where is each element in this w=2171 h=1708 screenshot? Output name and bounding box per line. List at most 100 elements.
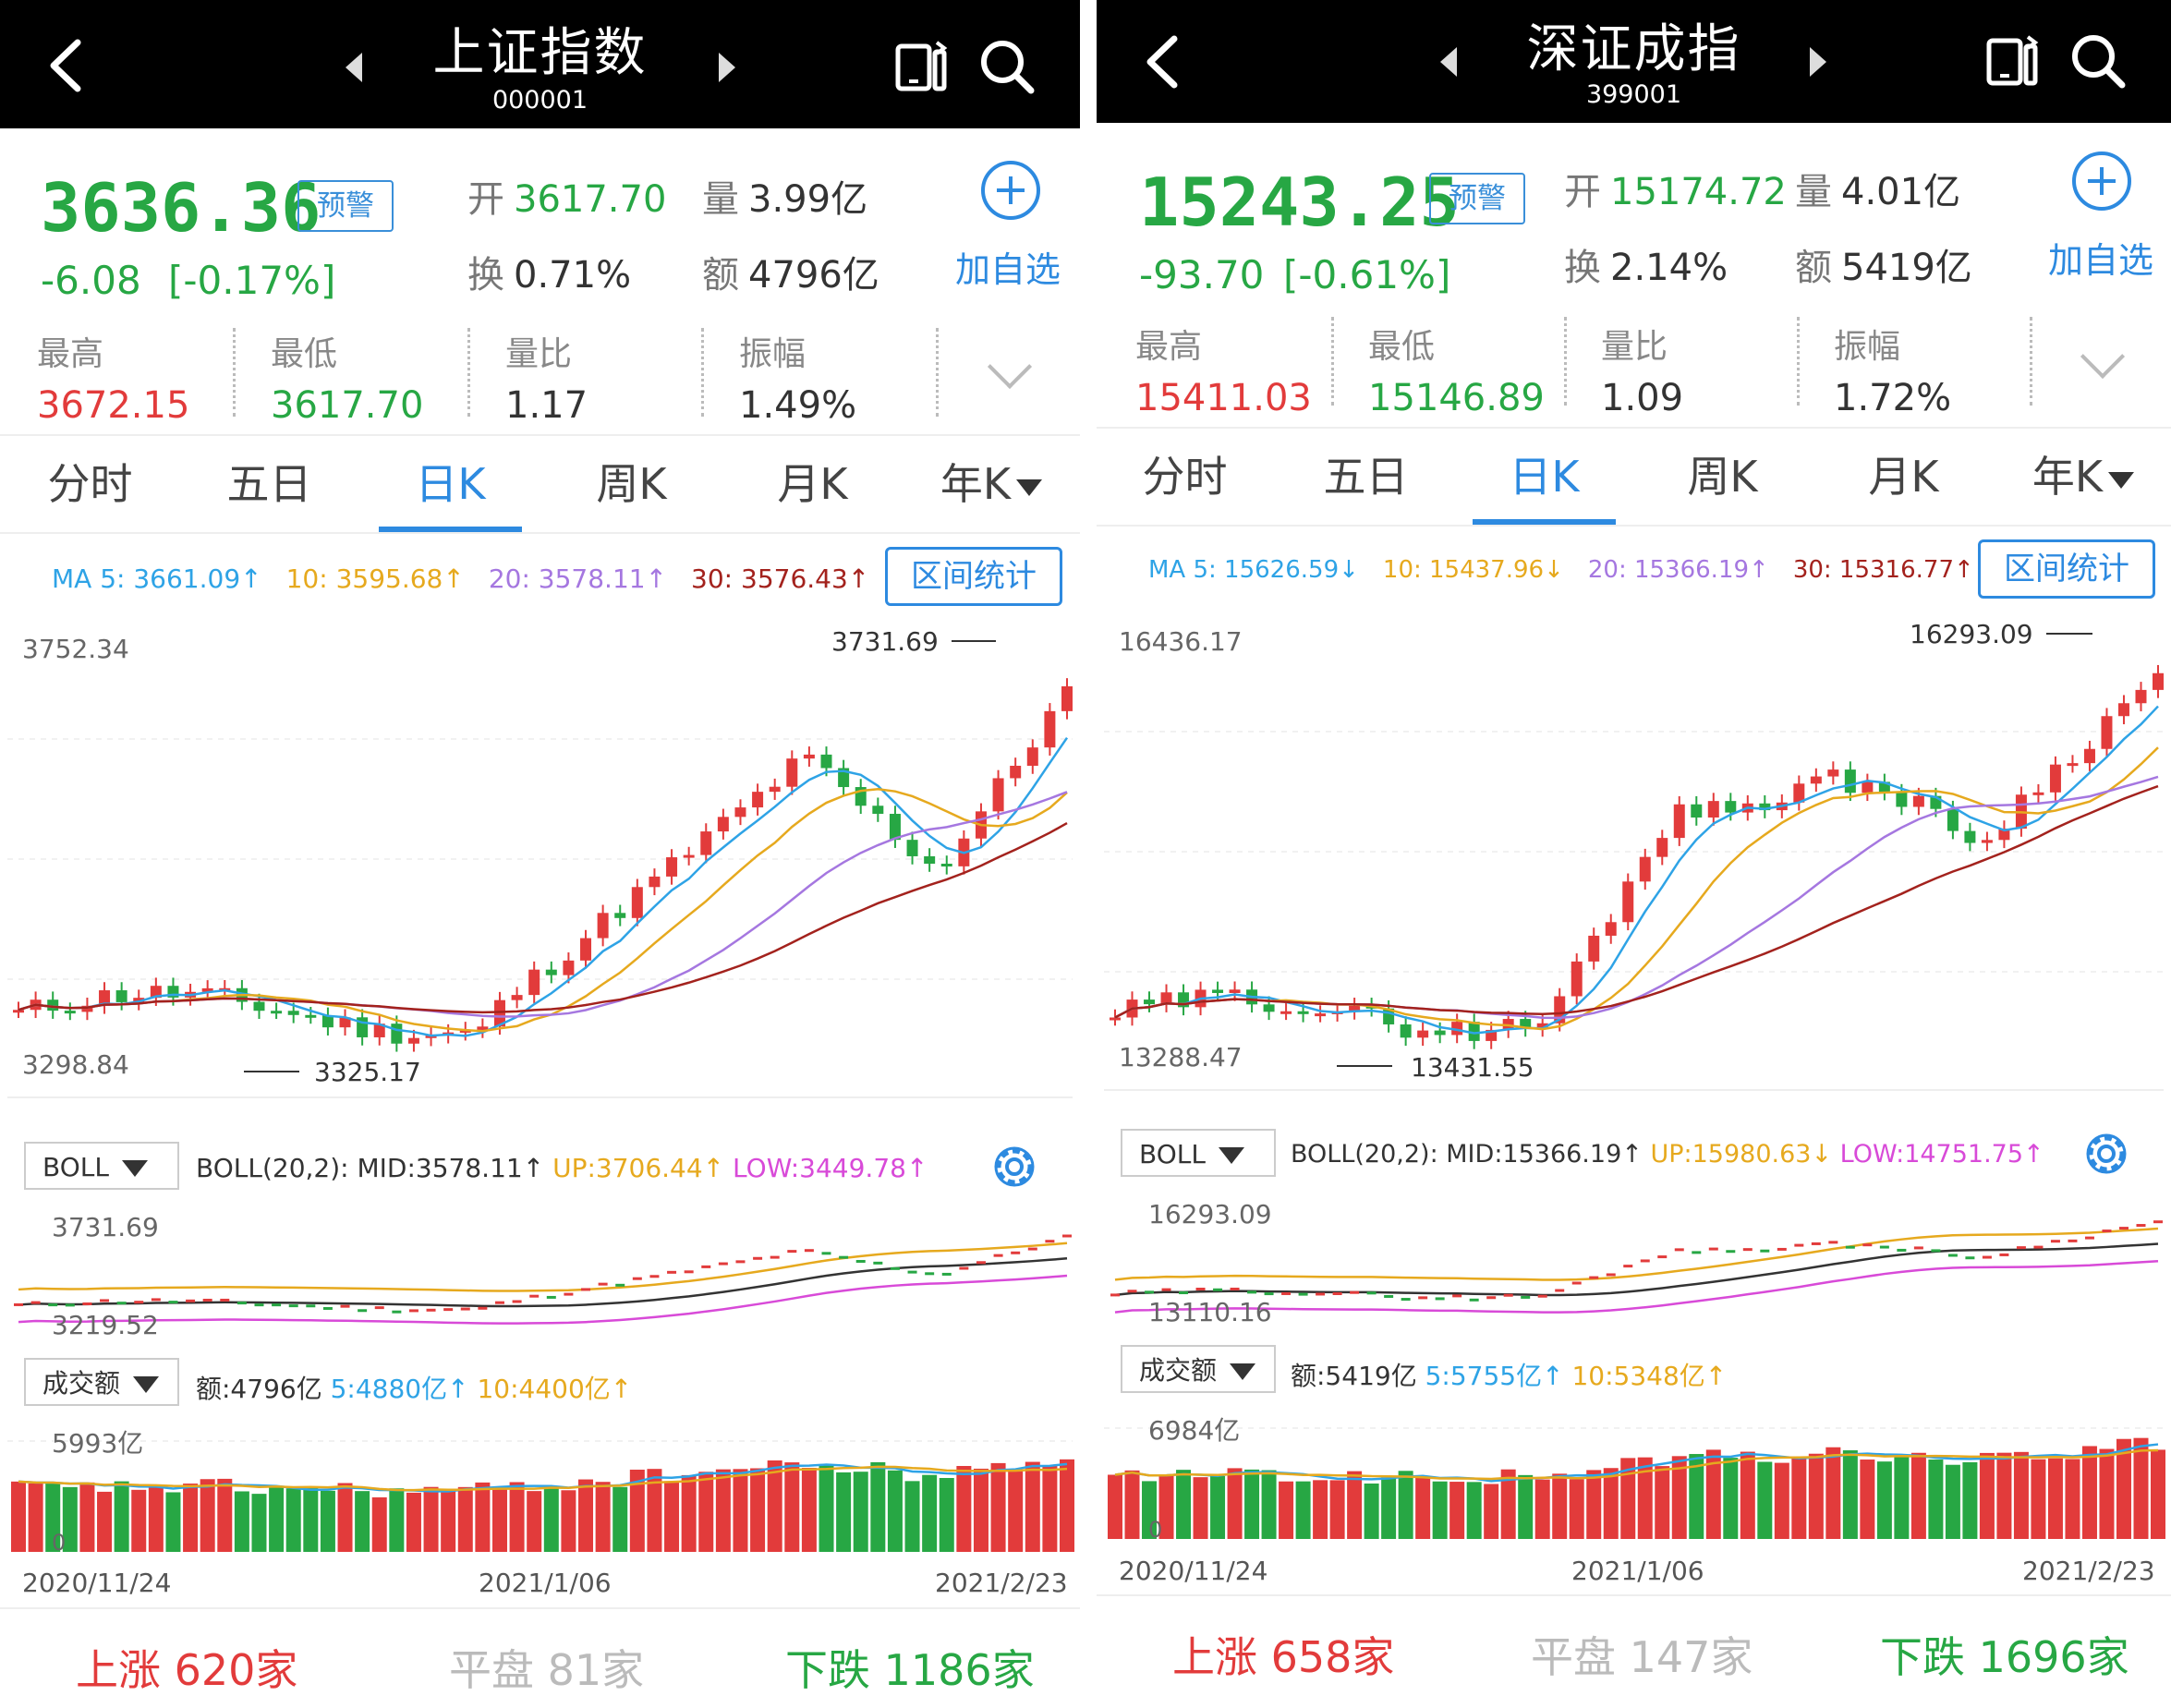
tab-monthly-k[interactable]: 月K: [777, 459, 848, 509]
amount-axis-zero: 0: [1148, 1517, 1162, 1543]
settings-gear-icon[interactable]: [988, 1140, 1041, 1193]
amount-bar: [234, 1491, 249, 1552]
previous-index-icon[interactable]: [1440, 47, 1457, 77]
amount-bar: [1603, 1468, 1619, 1539]
dropdown-caret-icon: [1016, 478, 1043, 496]
candle-body: [2083, 748, 2095, 764]
range-stats-button[interactable]: 区间统计: [1978, 539, 2155, 599]
amount-bar: [1025, 1461, 1040, 1552]
tab-five-day[interactable]: 五日: [1323, 452, 1409, 502]
candle-body: [1622, 881, 1634, 923]
price-alert-button[interactable]: 预警: [1429, 173, 1525, 224]
amount-bar: [320, 1490, 335, 1552]
amount-bar: [131, 1489, 147, 1552]
amount-bar: [1108, 1474, 1122, 1539]
amount-bar: [939, 1477, 954, 1552]
price-alert-button[interactable]: 预警: [297, 180, 394, 232]
amount-bar: [1945, 1464, 1960, 1539]
add-watchlist-icon[interactable]: [981, 161, 1040, 220]
candle-body: [1315, 1013, 1327, 1017]
candle-body: [1998, 829, 2010, 841]
amount-bar: [681, 1474, 697, 1552]
amount-bar: [303, 1487, 319, 1552]
amount-bar: [1723, 1458, 1739, 1539]
candle-body: [683, 854, 695, 858]
decliners-count: 下跌 1696家: [1880, 1632, 2129, 1682]
search-icon[interactable]: [977, 37, 1037, 96]
candlestick-chart[interactable]: 16436.17 13288.47 16293.09 13431.55: [1097, 612, 2171, 1092]
tab-yearly-k[interactable]: 年K: [922, 436, 1061, 532]
add-watchlist-label[interactable]: 加自选: [2048, 240, 2154, 281]
amount-bar: [475, 1482, 491, 1552]
ma-line: [1114, 775, 2159, 1020]
date-axis-mid: 2021/1/06: [479, 1568, 612, 1598]
indicator-select-boll[interactable]: BOLL: [24, 1142, 179, 1190]
top-bar: 上证指数 000001: [0, 0, 1080, 128]
candle-body: [992, 778, 1004, 812]
amount-bar: [217, 1478, 233, 1552]
candle-body: [2067, 763, 2079, 767]
expand-chevron-icon[interactable]: [2080, 333, 2126, 380]
amount-bar: [148, 1487, 164, 1552]
amount-bar: [1279, 1481, 1294, 1539]
date-axis-start: 2020/11/24: [22, 1568, 172, 1598]
indicator-select-amount[interactable]: 成交额: [24, 1358, 179, 1406]
turnover-stat: 换 2.14%: [1564, 247, 1728, 289]
search-icon[interactable]: [2068, 31, 2128, 91]
tab-intraday[interactable]: 分时: [1142, 452, 1228, 502]
period-low-label: 13431.55: [1411, 1052, 1534, 1083]
stat-divider: [1331, 317, 1334, 406]
expand-chevron-icon[interactable]: [987, 344, 1033, 390]
amount-bar: [1534, 1479, 1550, 1539]
switch-layout-icon[interactable]: [892, 37, 952, 96]
index-title: 深证成指: [1526, 19, 1741, 79]
add-watchlist-icon[interactable]: [2072, 151, 2131, 211]
back-arrow-icon[interactable]: [41, 35, 96, 96]
amount-legend: 额:4796亿 5:4880亿↑ 10:4400亿↑: [196, 1374, 633, 1404]
candle-body: [373, 1024, 385, 1037]
add-watchlist-label[interactable]: 加自选: [955, 249, 1061, 290]
previous-index-icon[interactable]: [346, 53, 362, 82]
amount-bar: [595, 1482, 611, 1552]
candle-body: [1263, 1004, 1275, 1012]
amount-bar: [1825, 1447, 1841, 1539]
candle-body: [271, 1011, 283, 1014]
boll-mid-line: [18, 1257, 1068, 1308]
candle-body: [1349, 1005, 1361, 1011]
boll-upper-line: [18, 1242, 1068, 1292]
amount-bar: [1500, 1469, 1516, 1539]
indicator-select-boll[interactable]: BOLL: [1121, 1129, 1276, 1177]
tab-daily-k[interactable]: 日K: [379, 436, 522, 532]
price-change-percent: [-0.61%]: [1283, 252, 1451, 297]
dropdown-caret-icon: [1230, 1363, 1256, 1380]
volume-ratio-stat: 量比 1.09: [1601, 328, 1684, 419]
range-stats-button[interactable]: 区间统计: [885, 547, 1062, 606]
amount-bar: [406, 1492, 421, 1552]
amount-bar: [1876, 1461, 1892, 1539]
candle-body: [1691, 804, 1703, 818]
switch-layout-icon[interactable]: [1983, 31, 2043, 91]
candlestick-chart[interactable]: 3752.34 3298.84 3731.69 3325.17: [0, 619, 1080, 1099]
amount-bar: [79, 1482, 95, 1552]
low-stat: 最低 3617.70: [271, 335, 424, 427]
next-index-icon[interactable]: [719, 53, 735, 82]
tab-five-day[interactable]: 五日: [226, 459, 312, 509]
tab-yearly-k[interactable]: 年K: [2009, 429, 2157, 525]
tab-weekly-k[interactable]: 周K: [596, 459, 667, 509]
settings-gear-icon[interactable]: [2080, 1127, 2133, 1181]
next-index-icon[interactable]: [1810, 47, 1826, 77]
tab-weekly-k[interactable]: 周K: [1687, 452, 1758, 502]
amount-bar: [578, 1479, 594, 1552]
amount-bar: [698, 1472, 714, 1552]
open-stat: 开 3617.70: [467, 178, 667, 221]
boll-axis-min: 13110.16: [1148, 1297, 1272, 1326]
candle-body: [1110, 1017, 1121, 1021]
indicator-select-amount[interactable]: 成交额: [1121, 1345, 1276, 1393]
candle-body: [1964, 830, 1976, 843]
tab-intraday[interactable]: 分时: [47, 459, 133, 509]
tab-monthly-k[interactable]: 月K: [1868, 452, 1939, 502]
tab-daily-k[interactable]: 日K: [1473, 429, 1616, 525]
ma-line: [1114, 705, 2159, 1035]
back-arrow-icon[interactable]: [1137, 31, 1193, 92]
amount-bar: [45, 1483, 61, 1552]
